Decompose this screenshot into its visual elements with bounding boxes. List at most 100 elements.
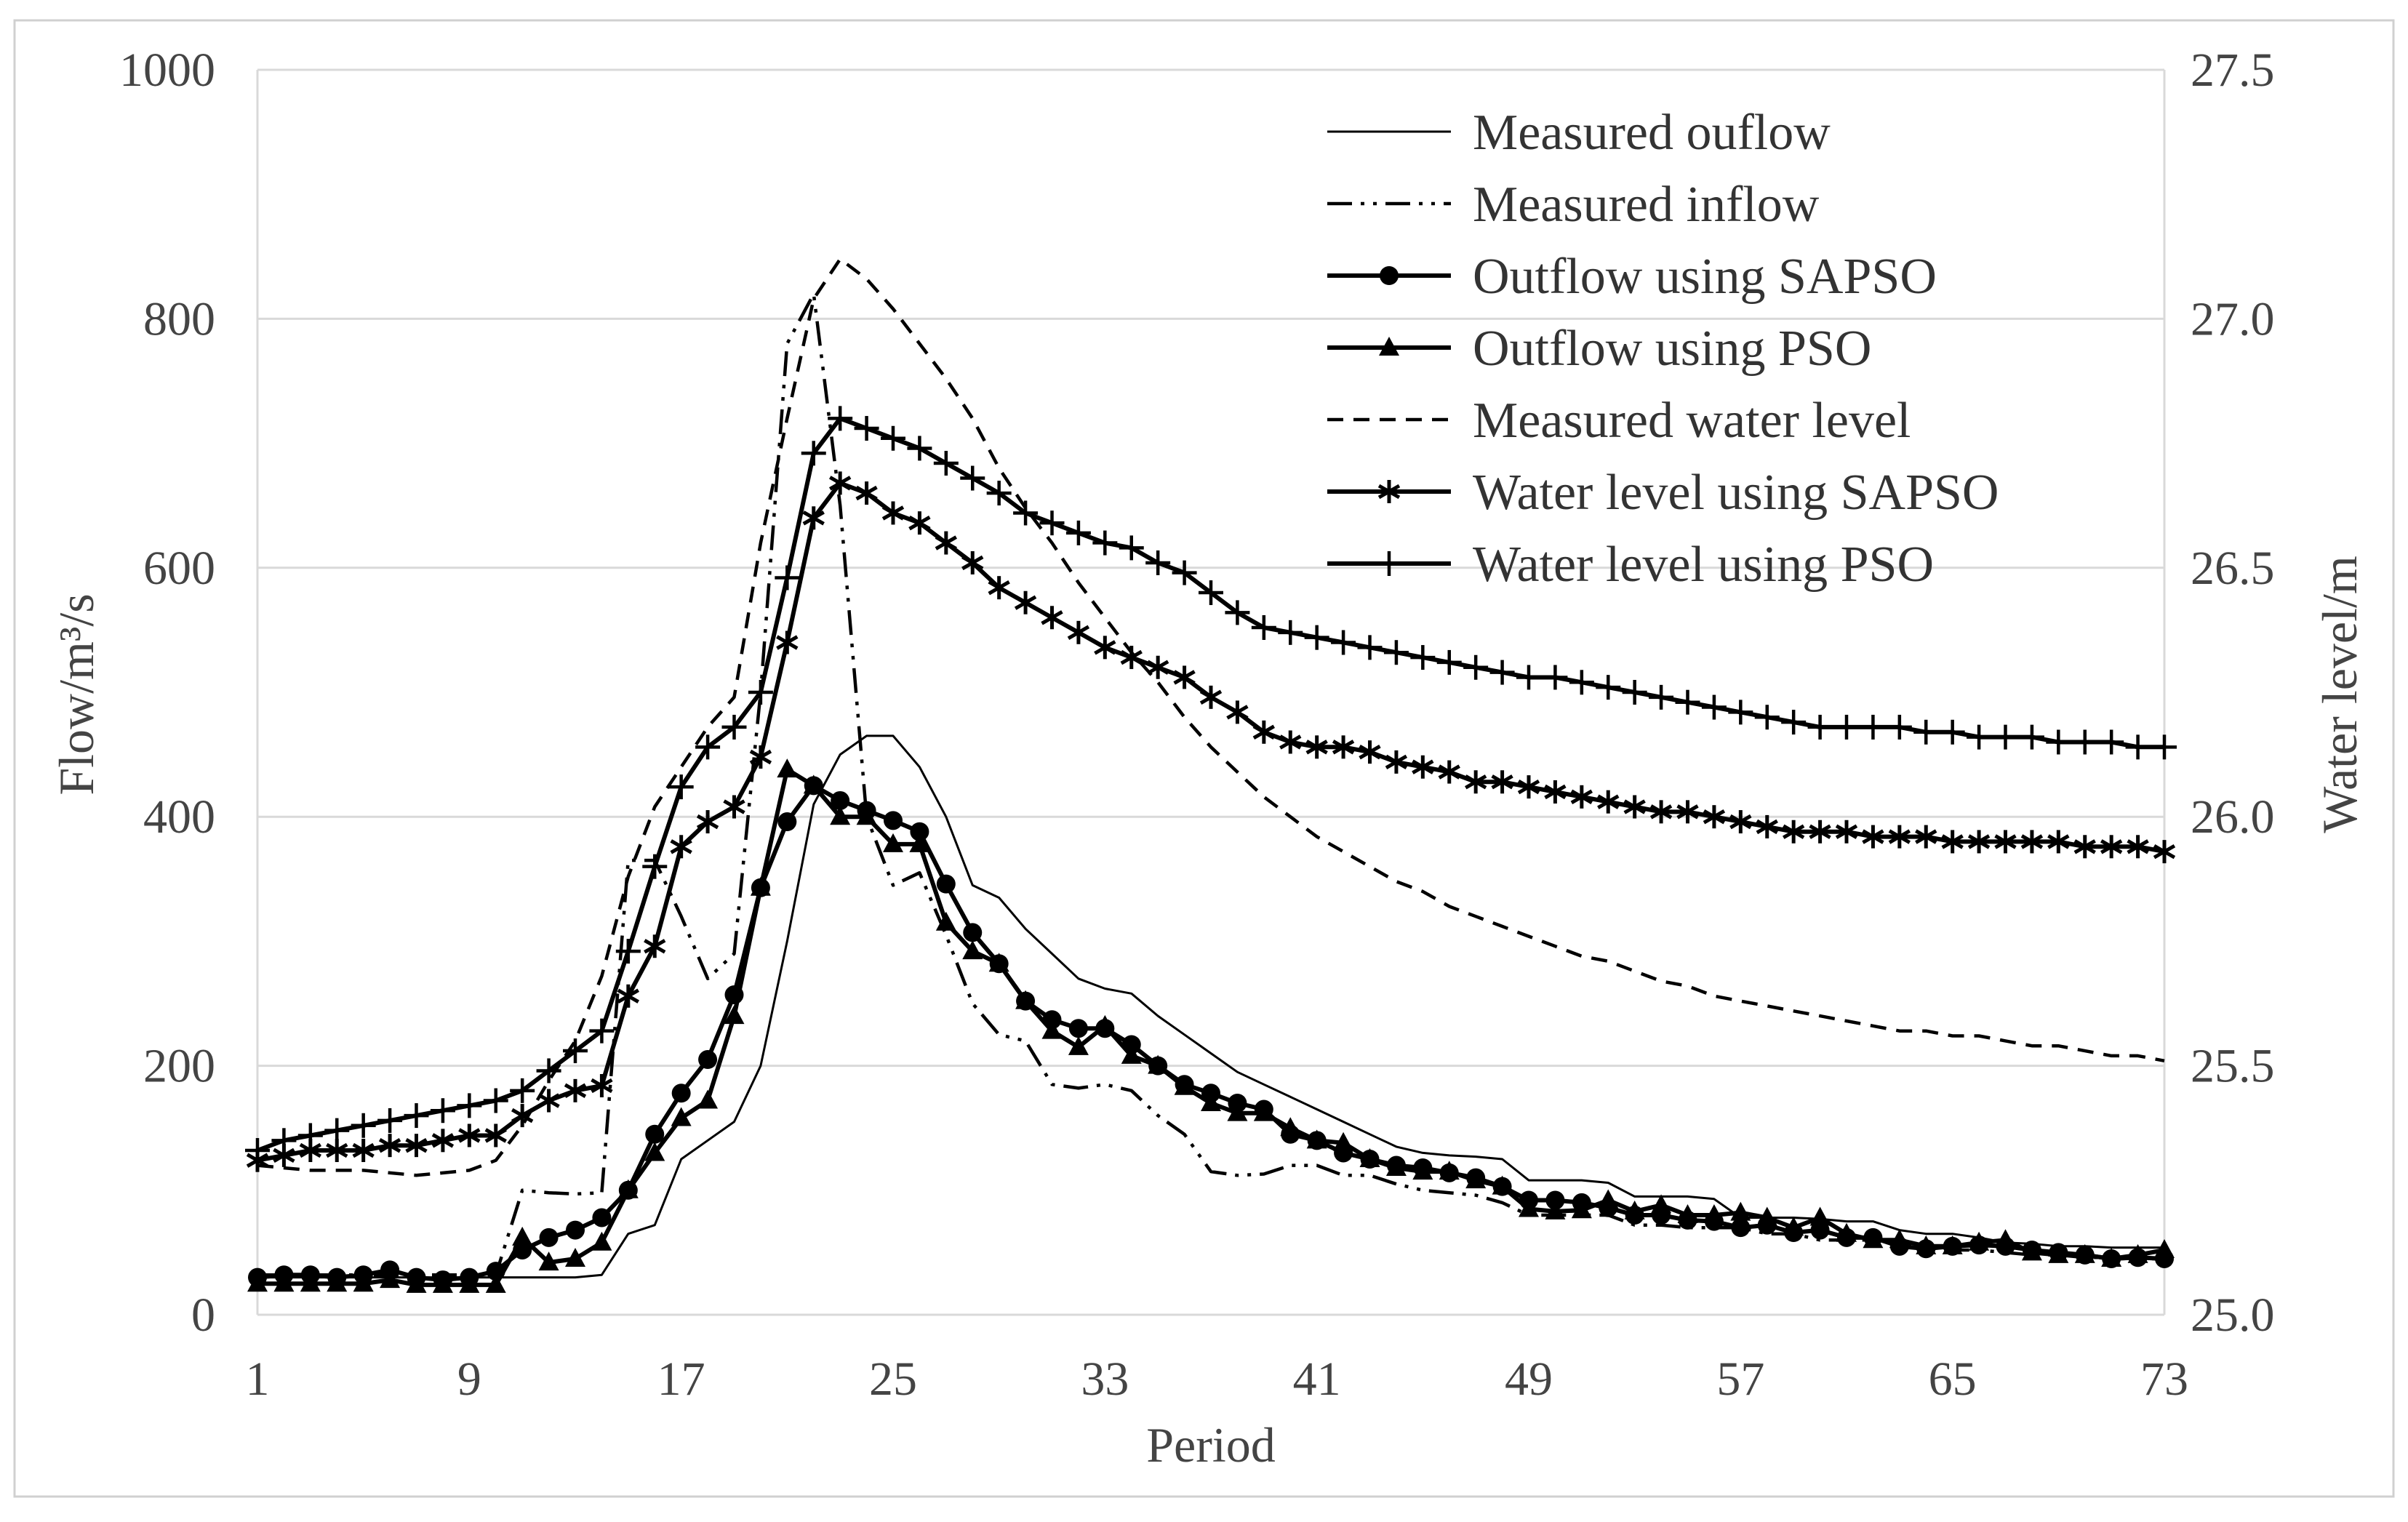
- data-point-plus: [536, 1058, 561, 1084]
- data-point-plus: [2072, 729, 2097, 755]
- data-point-triangle: [617, 1179, 639, 1198]
- data-point-plus: [1622, 680, 1647, 705]
- x-tick-label: 17: [657, 1353, 705, 1406]
- data-point-star: [431, 1129, 455, 1153]
- data-point-triangle: [1703, 1204, 1724, 1224]
- y-tick-label: 800: [143, 292, 215, 345]
- x-tick-label: 49: [1505, 1353, 1553, 1406]
- data-point-triangle: [1385, 1156, 1407, 1176]
- data-point-triangle: [2074, 1243, 2095, 1263]
- data-point-star: [2153, 840, 2176, 864]
- data-point-star: [458, 1124, 481, 1147]
- data-point-triangle: [1863, 1229, 1884, 1249]
- data-point-plus: [881, 425, 905, 451]
- x-tick-label: 41: [1293, 1353, 1341, 1406]
- data-point-triangle: [380, 1269, 401, 1289]
- legend-label: Water level using SAPSO: [1473, 465, 1999, 521]
- data-point-star: [511, 1104, 534, 1128]
- data-point-triangle: [1121, 1044, 1142, 1064]
- chart-frame: [13, 19, 2395, 1498]
- data-point-plus: [589, 1018, 615, 1044]
- legend-item-outflow-using-sapso: Outflow using SAPSO: [1327, 249, 1937, 305]
- data-point-circle: [910, 822, 929, 841]
- data-point-triangle: [1015, 990, 1036, 1009]
- data-point-triangle: [591, 1231, 612, 1251]
- data-point-star: [1067, 620, 1090, 644]
- legend-item-measured-inflow: Measured inflow: [1327, 177, 1820, 233]
- data-point-star: [670, 835, 692, 859]
- data-point-triangle: [300, 1273, 321, 1292]
- x-tick-label: 57: [1716, 1353, 1764, 1406]
- y2-tick-label: 27.0: [2191, 292, 2275, 345]
- x-tick-label: 1: [246, 1353, 270, 1406]
- data-point-star: [881, 501, 905, 525]
- data-point-star: [1729, 810, 1752, 834]
- data-point-circle: [963, 923, 983, 942]
- data-point-plus: [457, 1093, 482, 1118]
- data-point-plus: [1887, 714, 1912, 740]
- legend-label: Measured inflow: [1473, 177, 1820, 233]
- data-point-star: [1147, 655, 1169, 679]
- data-point-plus: [1913, 719, 1939, 745]
- data-point-triangle: [1333, 1132, 1354, 1151]
- data-point-triangle: [1306, 1129, 1327, 1149]
- data-point-triangle: [1227, 1102, 1248, 1121]
- data-point-plus: [563, 1038, 588, 1064]
- data-point-star: [352, 1139, 375, 1163]
- data-point-star: [696, 810, 719, 834]
- data-point-plus: [1251, 614, 1276, 640]
- data-point-triangle: [1624, 1200, 1645, 1219]
- data-point-plus: [1304, 625, 1329, 650]
- y-axis-title: Flow/m³/s: [49, 593, 104, 795]
- data-point-triangle: [2048, 1243, 2069, 1263]
- data-point-star: [1226, 700, 1249, 724]
- series-measured-ouflow: [256, 734, 2166, 1279]
- data-point-triangle: [1201, 1092, 1221, 1111]
- data-point-star: [723, 795, 745, 819]
- data-point-plus: [1039, 510, 1065, 536]
- gridlines: [256, 68, 2166, 1315]
- data-point-triangle: [1545, 1200, 1566, 1219]
- data-point-star: [1359, 740, 1381, 764]
- data-point-plus: [1278, 620, 1303, 645]
- data-point-plus: [828, 406, 853, 431]
- data-point-circle: [936, 874, 956, 894]
- data-point-triangle: [935, 911, 956, 931]
- legend-label: Measured ouflow: [1473, 105, 1831, 161]
- data-point-star: [1809, 820, 1831, 844]
- legend-label: Outflow using PSO: [1473, 321, 1871, 377]
- data-point-star: [1491, 770, 1513, 794]
- data-point-triangle: [1942, 1235, 1963, 1254]
- legend-item-water-level-using-sapso: Water level using SAPSO: [1327, 465, 1999, 521]
- data-point-triangle: [1995, 1229, 2016, 1249]
- y-tick-label: 400: [143, 790, 215, 844]
- x-axis-title: Period: [1146, 1417, 1276, 1473]
- data-point-star: [2100, 835, 2123, 859]
- data-point-circle: [698, 1050, 718, 1070]
- data-point-star: [1279, 730, 1302, 754]
- data-point-triangle: [644, 1142, 665, 1161]
- data-point-star: [537, 1089, 560, 1113]
- legend-label: Measured water level: [1473, 393, 1911, 449]
- data-point-star: [1941, 830, 1964, 854]
- data-point-plus: [615, 939, 641, 964]
- data-point-star: [1517, 775, 1540, 799]
- data-point-plus: [2099, 729, 2124, 755]
- data-point-triangle: [962, 940, 983, 960]
- data-point-triangle: [1730, 1201, 1751, 1221]
- data-point-triangle: [1598, 1189, 1619, 1209]
- data-point-star: [1570, 785, 1593, 809]
- data-point-star: [378, 1134, 401, 1158]
- data-point-plus: [986, 481, 1012, 506]
- data-point-star: [2020, 830, 2044, 854]
- data-point-star: [1862, 825, 1884, 849]
- data-point-star: [2127, 835, 2149, 859]
- data-point-plus: [1225, 600, 1250, 625]
- data-point-star: [2073, 835, 2096, 859]
- data-point-plus: [1092, 530, 1118, 556]
- data-point-plus: [377, 1108, 403, 1133]
- data-point-star: [591, 1073, 613, 1097]
- data-point-circle: [1731, 1218, 1751, 1238]
- data-point-star: [776, 630, 799, 654]
